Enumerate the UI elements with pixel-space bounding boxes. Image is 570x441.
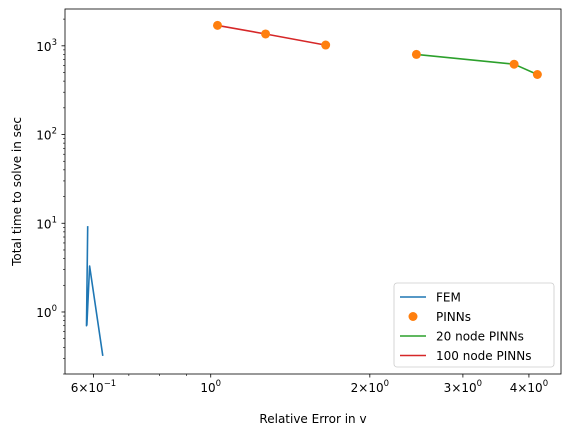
series-line-fem xyxy=(85,226,104,357)
x-tick-exp: 0 xyxy=(477,379,482,389)
scatter-point-pinns xyxy=(321,40,331,50)
x-tick-ten: 10 xyxy=(368,381,383,395)
x-tick-ten: 10 xyxy=(461,381,476,395)
x-tick-ten: 10 xyxy=(88,381,103,395)
x-tick-mult: × xyxy=(78,381,88,395)
y-tick-label: 100 xyxy=(36,304,57,320)
x-tick-exp: 0 xyxy=(216,379,221,389)
x-tick-label: 2×100 xyxy=(351,379,389,395)
y-tick-ten: 10 xyxy=(36,129,51,143)
x-tick-exp: 0 xyxy=(543,379,548,389)
legend-frame xyxy=(393,282,555,368)
scatter-point-pinns xyxy=(261,29,271,39)
x-tick-base: 3 xyxy=(444,381,452,395)
plot-frame xyxy=(64,8,562,375)
x-tick-exp: −1 xyxy=(104,379,117,389)
legend-label-100-node-pinns: 100 node PINNs xyxy=(436,349,531,363)
x-tick-label: 4×100 xyxy=(510,379,548,395)
y-tick-ten: 10 xyxy=(36,306,51,320)
x-tick-ten: 10 xyxy=(200,381,215,395)
x-tick-mult: × xyxy=(517,381,527,395)
y-tick-exp: 2 xyxy=(52,127,57,137)
scatter-point-pinns xyxy=(213,20,223,30)
y-tick-exp: 0 xyxy=(52,304,57,314)
scatter-point-pinns xyxy=(509,59,519,69)
scatter-point-pinns xyxy=(532,70,542,80)
y-tick-ten: 10 xyxy=(36,217,51,231)
x-tick-mult: × xyxy=(451,381,461,395)
y-axis-label: Total time to solve in sec xyxy=(10,117,24,267)
legend-label-pinns: PINNs xyxy=(436,310,471,324)
x-tick-ten: 10 xyxy=(527,381,542,395)
y-tick-exp: 3 xyxy=(52,38,57,48)
legend-label-fem: FEM xyxy=(436,291,461,305)
legend-label-20-node-pinns: 20 node PINNs xyxy=(436,330,524,344)
x-axis-label: Relative Error in v xyxy=(259,412,366,426)
x-tick-label: 6×10−1 xyxy=(71,379,117,395)
scatter-point-pinns xyxy=(411,49,421,59)
x-tick-base: 6 xyxy=(71,381,79,395)
y-tick-label: 101 xyxy=(36,215,57,231)
series-layer xyxy=(85,20,542,357)
legend-swatch-pinns xyxy=(408,312,418,321)
y-tick-ten: 10 xyxy=(36,40,51,54)
y-tick-exp: 1 xyxy=(52,215,57,225)
x-tick-base: 2 xyxy=(351,381,359,395)
legend: FEM PINNs 20 node PINNs 100 node PINNs xyxy=(393,282,555,368)
x-tick-mult: × xyxy=(358,381,368,395)
y-tick-label: 103 xyxy=(36,38,57,54)
y-tick-label: 102 xyxy=(36,127,57,143)
x-tick-base: 4 xyxy=(510,381,518,395)
x-axis: 6×10−1 100 2×100 3×100 4×100 xyxy=(71,374,548,395)
x-tick-exp: 0 xyxy=(384,379,389,389)
x-tick-label: 3×100 xyxy=(444,379,482,395)
x-tick-label: 100 xyxy=(200,379,221,395)
